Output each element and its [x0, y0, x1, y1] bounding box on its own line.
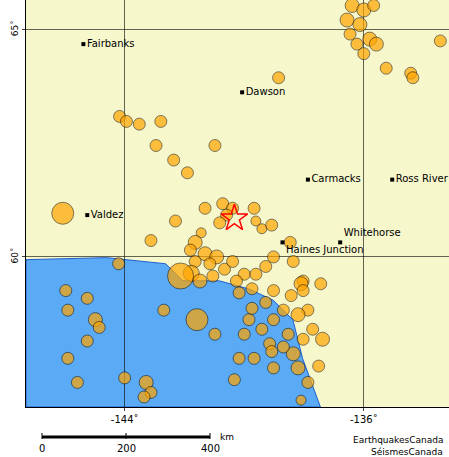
svg-text:-136˚: -136˚	[350, 414, 378, 425]
svg-text:Valdez: Valdez	[91, 209, 124, 220]
svg-text:400: 400	[201, 443, 220, 454]
svg-text:Whitehorse: Whitehorse	[344, 227, 401, 238]
svg-text:EarthquakesCanada: EarthquakesCanada	[353, 435, 443, 445]
svg-text:65˚: 65˚	[10, 20, 20, 36]
svg-text:60˚: 60˚	[10, 248, 20, 264]
svg-text:0: 0	[39, 443, 45, 454]
svg-text:Dawson: Dawson	[246, 86, 286, 97]
svg-text:-144˚: -144˚	[111, 414, 139, 425]
svg-text:Fairbanks: Fairbanks	[87, 38, 135, 49]
svg-text:Haines Junction: Haines Junction	[286, 244, 364, 255]
svg-text:SéismesCanada: SéismesCanada	[371, 447, 443, 457]
svg-text:km: km	[220, 432, 234, 442]
svg-text:Ross River: Ross River	[396, 173, 449, 184]
svg-text:Carmacks: Carmacks	[311, 173, 360, 184]
svg-text:200: 200	[117, 443, 136, 454]
